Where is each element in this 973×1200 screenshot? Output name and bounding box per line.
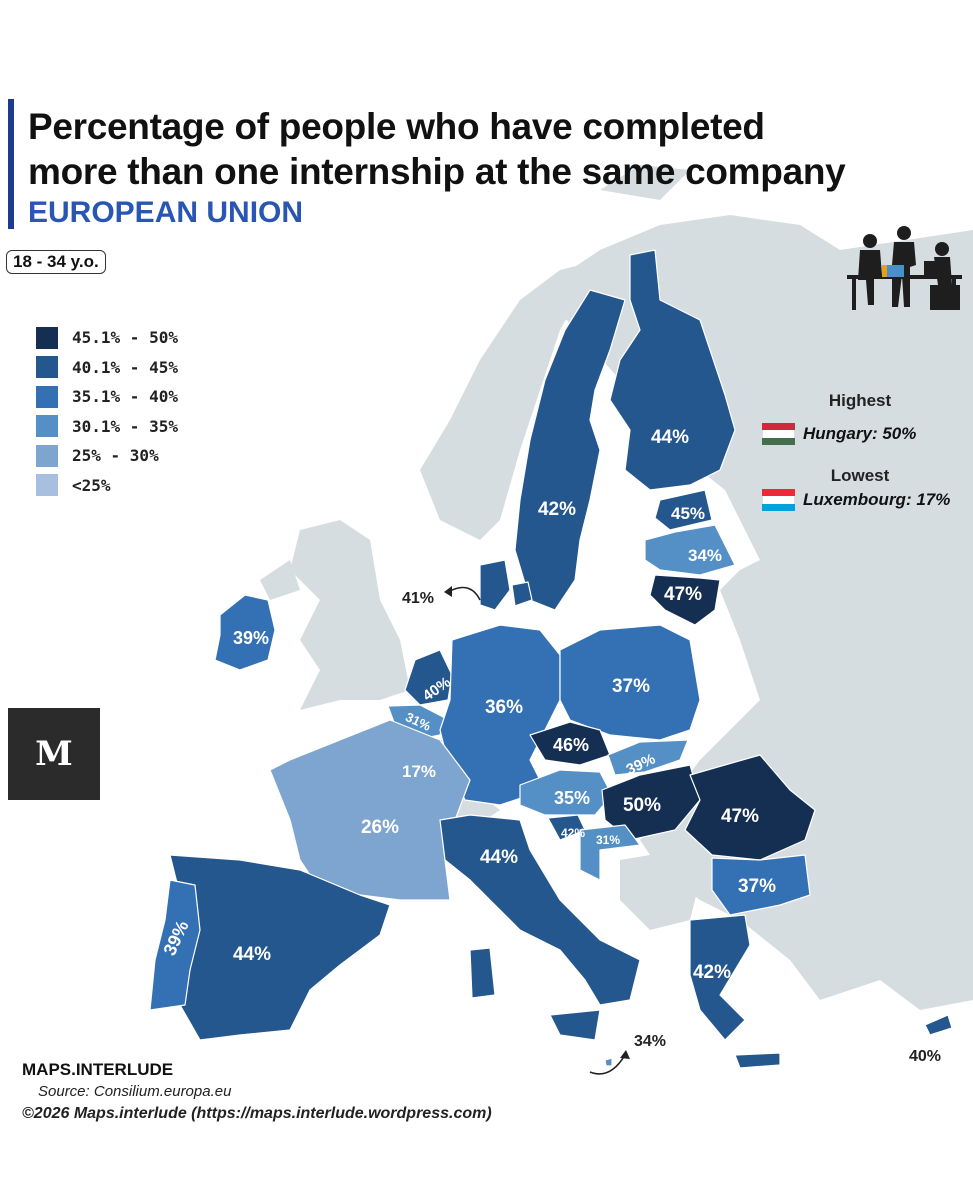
map-title: Percentage of people who have completed … — [28, 104, 846, 194]
copyright-text: ©2026 Maps.interlude (https://maps.inter… — [22, 1105, 492, 1122]
people-at-desk-icon — [847, 226, 962, 310]
legend-item: 40.1% - 45% — [36, 353, 178, 383]
country-slovakia — [607, 739, 689, 776]
country-greece-crete — [734, 1052, 781, 1069]
country-cyprus — [924, 1014, 953, 1036]
legend-item: 45.1% - 50% — [36, 323, 178, 353]
label-greece: 42% — [693, 962, 731, 983]
legend-item: <25% — [36, 471, 178, 501]
country-finland — [609, 249, 736, 491]
label-finland: 44% — [651, 427, 689, 448]
legend-item: 30.1% - 35% — [36, 412, 178, 442]
label-bulgaria: 37% — [738, 876, 776, 897]
brand-name: MAPS.INTERLUDE — [22, 1060, 174, 1079]
legend-label: 40.1% - 45% — [72, 357, 178, 377]
age-group-badge: 18 - 34 y.o. — [6, 250, 106, 274]
label-malta: 34% — [634, 1033, 666, 1050]
denmark-arrow — [447, 586, 481, 601]
luxembourg-flag-icon — [762, 489, 795, 511]
label-romania: 47% — [721, 806, 759, 827]
country-croatia — [579, 824, 641, 881]
legend-label: 45.1% - 50% — [72, 328, 178, 348]
country-denmark — [479, 559, 511, 611]
map-title-line1: Percentage of people who have completed — [28, 106, 765, 147]
country-sweden — [514, 289, 626, 611]
country-poland — [559, 624, 701, 741]
country-denmark-islands — [511, 581, 533, 607]
map-title-line2: more than one internship at the same com… — [28, 151, 846, 192]
legend-swatch — [36, 385, 58, 408]
label-austria: 35% — [554, 788, 590, 808]
highest-heading: Highest — [828, 391, 892, 410]
country-italy-sardinia — [469, 947, 496, 999]
country-estonia — [654, 489, 713, 531]
country-malta — [604, 1057, 613, 1067]
country-portugal — [149, 879, 201, 1011]
label-hungary: 50% — [623, 795, 661, 816]
malta-arrow — [589, 1054, 626, 1075]
legend-swatch — [36, 326, 58, 349]
label-france: 26% — [361, 817, 399, 838]
label-germany: 36% — [485, 697, 523, 718]
label-ireland: 39% — [233, 628, 269, 648]
label-denmark: 41% — [402, 590, 434, 607]
country-germany — [439, 624, 561, 806]
country-romania — [684, 754, 816, 861]
label-luxembourg: 17% — [402, 762, 436, 781]
hungary-flag-icon — [762, 423, 795, 445]
country-lithuania — [649, 574, 721, 626]
lowest-text: Luxembourg: 17% — [803, 490, 951, 509]
country-latvia — [644, 524, 736, 576]
label-spain: 44% — [233, 944, 271, 965]
label-poland: 37% — [612, 676, 650, 697]
country-ireland — [214, 594, 276, 671]
label-lithuania: 47% — [664, 584, 702, 605]
legend-item: 25% - 30% — [36, 441, 178, 471]
country-italy-sicily — [549, 1009, 601, 1041]
country-france — [269, 719, 471, 901]
legend-swatch — [36, 474, 58, 497]
source-text: Source: Consilium.europa.eu — [38, 1083, 232, 1100]
label-cyprus: 40% — [909, 1048, 941, 1065]
legend-swatch — [36, 356, 58, 379]
legend-label: 25% - 30% — [72, 446, 159, 466]
highest-text: Hungary: 50% — [803, 424, 917, 443]
map-subtitle: EUROPEAN UNION — [28, 196, 304, 229]
logo-letter: M — [35, 734, 73, 774]
highest-row: Hungary: 50% — [762, 423, 916, 445]
country-italy — [439, 814, 641, 1006]
title-accent-bar — [8, 99, 14, 229]
label-latvia: 34% — [688, 546, 722, 565]
label-italy: 44% — [480, 847, 518, 868]
maps-interlude-logo: M — [8, 708, 100, 800]
lowest-row: Luxembourg: 17% — [762, 489, 950, 511]
country-greece — [689, 914, 751, 1041]
non-eu-landmass — [260, 165, 973, 1010]
label-czechia: 46% — [553, 735, 589, 755]
legend-item: 35.1% - 40% — [36, 382, 178, 412]
lowest-heading: Lowest — [830, 466, 890, 485]
legend-swatch — [36, 415, 58, 438]
legend-label: <25% — [72, 475, 111, 495]
country-netherlands — [404, 649, 453, 706]
legend-label: 35.1% - 40% — [72, 387, 178, 407]
country-hungary — [601, 764, 701, 841]
label-croatia: 31% — [596, 833, 620, 847]
legend-swatch — [36, 444, 58, 467]
country-bulgaria — [711, 854, 811, 916]
legend: 45.1% - 50% 40.1% - 45% 35.1% - 40% 30.1… — [36, 323, 178, 500]
label-sweden: 42% — [538, 499, 576, 520]
label-slovenia: 42% — [561, 826, 585, 840]
label-estonia: 45% — [671, 504, 705, 523]
legend-label: 30.1% - 35% — [72, 416, 178, 436]
